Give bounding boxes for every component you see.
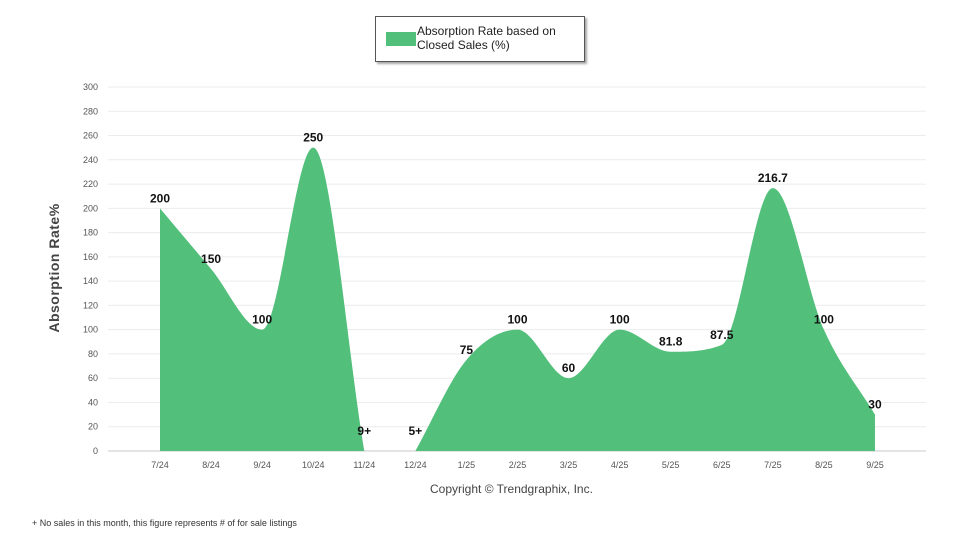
y-tick-label: 60 [88, 373, 98, 383]
y-tick-label: 160 [83, 252, 98, 262]
area-series [160, 147, 875, 451]
x-tick-label: 7/25 [764, 460, 782, 470]
y-tick-label: 40 [88, 397, 98, 407]
y-axis-label: Absorption Rate% [46, 203, 62, 333]
y-tick-label: 180 [83, 228, 98, 238]
footnote: + No sales in this month, this figure re… [32, 518, 297, 528]
y-tick-label: 300 [83, 82, 98, 92]
area-segment [415, 188, 875, 451]
x-tick-label: 8/25 [815, 460, 833, 470]
data-label: 250 [303, 131, 323, 145]
data-label: 5+ [409, 424, 423, 438]
data-label: 150 [201, 252, 221, 266]
y-tick-label: 120 [83, 300, 98, 310]
x-tick-label: 6/25 [713, 460, 731, 470]
x-axis-ticks: 7/24 8/24 9/24 10/24 11/24 12/24 1/25 2/25 3/25 4… [151, 460, 884, 470]
data-label: 60 [562, 361, 576, 375]
x-tick-label: 4/25 [611, 460, 629, 470]
data-label: 100 [610, 313, 630, 327]
data-label: 200 [150, 191, 170, 205]
area-segment [160, 147, 365, 451]
legend-swatch [386, 32, 416, 46]
x-tick-label: 8/24 [202, 460, 220, 470]
y-tick-label: 20 [88, 422, 98, 432]
x-tick-label: 1/25 [458, 460, 476, 470]
y-tick-label: 140 [83, 276, 98, 286]
y-tick-label: 200 [83, 203, 98, 213]
y-tick-label: 280 [83, 106, 98, 116]
y-tick-label: 220 [83, 179, 98, 189]
y-axis-ticks: 0 20 40 60 80 100 120 140 160 180 200 220 240 260 280 3… [83, 82, 98, 456]
x-tick-label: 3/25 [560, 460, 578, 470]
y-tick-label: 240 [83, 155, 98, 165]
y-tick-label: 80 [88, 349, 98, 359]
data-label: 216.7 [758, 171, 788, 185]
y-tick-label: 260 [83, 131, 98, 141]
data-label: 9+ [357, 424, 371, 438]
data-labels: 200 150 100 250 9+ 5+ 75 100 60 100 81.8 87.5 216.7 1… [150, 131, 882, 438]
x-tick-label: 12/24 [404, 460, 427, 470]
x-tick-label: 2/25 [509, 460, 527, 470]
legend-label: Absorption Rate based on Closed Sales (%… [417, 24, 556, 52]
x-tick-label: 7/24 [151, 460, 169, 470]
x-tick-label: 10/24 [302, 460, 325, 470]
y-tick-label: 100 [83, 325, 98, 335]
data-label: 81.8 [659, 335, 683, 349]
x-tick-label: 9/24 [253, 460, 271, 470]
x-tick-label: 11/24 [353, 460, 375, 470]
data-label: 100 [507, 313, 527, 327]
data-label: 100 [252, 313, 272, 327]
data-label: 87.5 [710, 328, 734, 342]
data-label: 75 [460, 343, 474, 357]
copyright-text: Copyright © Trendgraphix, Inc. [430, 482, 593, 496]
y-tick-label: 0 [93, 446, 98, 456]
x-tick-label: 5/25 [662, 460, 680, 470]
data-label: 30 [868, 398, 882, 412]
legend: Absorption Rate based on Closed Sales (%… [375, 16, 585, 62]
data-label: 100 [814, 313, 834, 327]
x-tick-label: 9/25 [866, 460, 884, 470]
